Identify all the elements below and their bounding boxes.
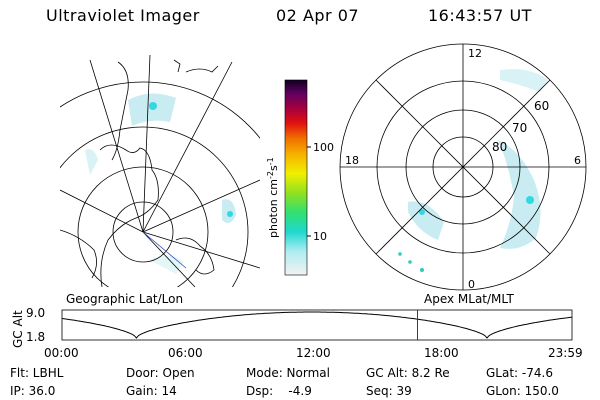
mlt-label-12: 12 [468,47,482,60]
mode-info: Mode: Normal [246,366,330,380]
left-map-caption: Geographic Lat/Lon [66,292,184,306]
mlt-label-18: 18 [345,154,359,167]
glon-info: GLon: 150.0 [486,384,559,398]
dsp-info: Dsp: -4.9 [246,384,312,398]
glat-info: GLat: -74.6 [486,366,553,380]
right-map-caption: Apex MLat/MLT [424,292,514,306]
filter-info: Flt: LBHL [10,366,64,380]
date-label: 02 Apr 07 [276,6,360,25]
gc-alt-info: GC Alt: 8.2 Re [366,366,450,380]
lat-label-70: 70 [512,121,527,135]
ytick-9: 9.0 [26,306,45,320]
mlt-label-0: 0 [468,278,475,291]
colorbar-label: photon cm-2s-1 [266,157,280,238]
xtick-18-00: 18:00 [424,346,459,360]
time-label: 16:43:57 UT [428,6,532,25]
ytick-1-8: 1.8 [26,330,45,344]
xtick-06-00: 06:00 [168,346,203,360]
colorbar-tick-10: 10 [313,230,327,243]
gain-info: Gain: 14 [126,384,177,398]
colorbar-tick-100: 100 [313,141,334,154]
instrument-title: Ultraviolet Imager [46,6,200,25]
timeline-ylabel: GC Alt [11,310,25,348]
ip-info: IP: 36.0 [10,384,56,398]
left-aurora-patches [85,93,236,274]
xtick-12-00: 12:00 [296,346,331,360]
mlt-label-6: 6 [574,154,581,167]
colorbar: 100 10 photon cm-2s-1 [266,79,334,276]
lat-label-60: 60 [534,99,549,113]
door-info: Door: Open [126,366,195,380]
xtick-23-59: 23:59 [548,346,583,360]
orbit-timeline: GC Alt 9.0 1.8 [11,306,573,348]
xtick-00-00: 00:00 [44,346,79,360]
lat-label-80: 80 [492,140,507,154]
orbit-altitude-curve [61,311,573,339]
seq-info: Seq: 39 [366,384,412,398]
